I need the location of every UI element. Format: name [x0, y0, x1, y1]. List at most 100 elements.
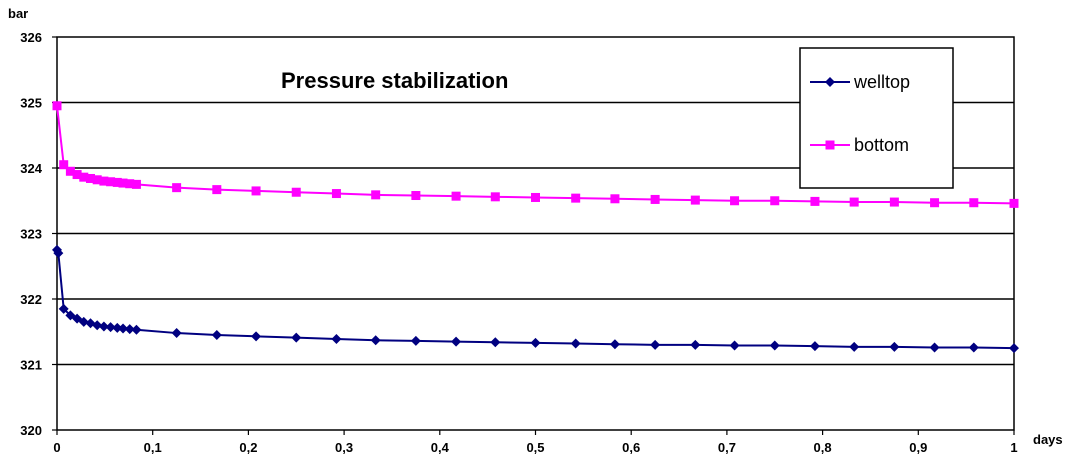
- data-point-bottom: [490, 192, 500, 202]
- x-tick-label: 0: [53, 440, 60, 455]
- data-point-welltop: [124, 324, 135, 335]
- x-tick-label: 0,6: [622, 440, 640, 455]
- data-point-welltop: [769, 340, 780, 351]
- data-point-welltop: [570, 338, 581, 349]
- legend-swatch-marker: [825, 77, 835, 87]
- data-point-bottom: [571, 193, 581, 203]
- data-point-welltop: [729, 340, 740, 351]
- y-tick-label: 326: [20, 30, 42, 45]
- data-point-welltop: [609, 339, 620, 350]
- data-point-welltop: [650, 339, 661, 350]
- data-point-bottom: [730, 196, 740, 206]
- data-point-welltop: [98, 321, 109, 332]
- data-point-welltop: [370, 335, 381, 346]
- x-tick-label: 0,7: [718, 440, 736, 455]
- y-tick-label: 322: [20, 292, 42, 307]
- data-point-welltop: [968, 342, 979, 353]
- data-point-welltop: [690, 339, 701, 350]
- data-point-bottom: [371, 190, 381, 200]
- data-point-bottom: [131, 179, 141, 189]
- legend-swatch-marker: [825, 140, 835, 150]
- data-point-bottom: [251, 186, 261, 196]
- data-point-welltop: [53, 248, 64, 259]
- series-layer: [52, 101, 1019, 354]
- legend: welltop bottom: [799, 47, 954, 189]
- data-point-bottom: [52, 101, 62, 111]
- data-point-bottom: [331, 189, 341, 199]
- x-tick-label: 1: [1010, 440, 1017, 455]
- data-point-welltop: [112, 322, 123, 333]
- data-point-welltop: [118, 323, 129, 334]
- y-axis-ticks: 320 321 322 323 324 325 326: [20, 30, 57, 438]
- data-point-bottom: [889, 197, 899, 207]
- data-point-bottom: [1009, 198, 1019, 208]
- y-tick-label: 323: [20, 227, 42, 242]
- x-tick-label: 0,5: [526, 440, 544, 455]
- x-axis-title: days: [1033, 432, 1063, 447]
- y-tick-label: 321: [20, 358, 42, 373]
- data-point-bottom: [451, 191, 461, 201]
- data-point-welltop: [451, 336, 462, 347]
- data-point-bottom: [969, 198, 979, 208]
- x-tick-label: 0,2: [239, 440, 257, 455]
- data-point-bottom: [291, 187, 301, 197]
- data-point-welltop: [889, 341, 900, 352]
- data-point-welltop: [251, 331, 262, 342]
- data-point-bottom: [112, 177, 122, 187]
- chart-title: Pressure stabilization: [281, 68, 508, 93]
- y-tick-label: 320: [20, 423, 42, 438]
- data-point-welltop: [410, 335, 421, 346]
- data-point-bottom: [610, 194, 620, 204]
- x-tick-label: 0,4: [431, 440, 450, 455]
- data-point-bottom: [411, 191, 421, 201]
- data-point-welltop: [490, 337, 501, 348]
- data-point-bottom: [810, 196, 820, 206]
- data-point-bottom: [650, 194, 660, 204]
- data-point-welltop: [171, 328, 182, 339]
- data-point-bottom: [59, 160, 69, 170]
- series-bottom: [52, 101, 1019, 208]
- data-point-bottom: [930, 198, 940, 208]
- x-tick-label: 0,3: [335, 440, 353, 455]
- data-point-welltop: [291, 332, 302, 343]
- data-point-bottom: [172, 183, 182, 193]
- x-tick-label: 0,9: [909, 440, 927, 455]
- data-point-welltop: [530, 337, 541, 348]
- data-point-welltop: [1009, 343, 1019, 354]
- y-tick-label: 324: [20, 161, 42, 176]
- data-point-welltop: [809, 341, 820, 352]
- data-point-bottom: [106, 177, 116, 187]
- data-point-bottom: [92, 175, 102, 185]
- data-point-bottom: [65, 166, 75, 176]
- data-point-bottom: [79, 172, 89, 182]
- legend-item-welltop: welltop: [810, 72, 910, 92]
- data-point-welltop: [849, 341, 860, 352]
- data-point-welltop: [131, 324, 142, 335]
- data-point-welltop: [105, 322, 116, 333]
- data-point-welltop: [211, 330, 222, 341]
- legend-item-bottom: bottom: [810, 135, 909, 155]
- series-welltop: [52, 244, 1019, 354]
- data-point-bottom: [85, 173, 95, 183]
- y-tick-label: 325: [20, 96, 42, 111]
- data-point-welltop: [331, 333, 342, 344]
- data-point-welltop: [78, 316, 89, 327]
- legend-label: welltop: [853, 72, 910, 92]
- data-point-bottom: [849, 197, 859, 207]
- x-tick-label: 0,8: [814, 440, 832, 455]
- data-point-bottom: [125, 179, 135, 189]
- data-point-bottom: [770, 196, 780, 206]
- data-point-bottom: [531, 192, 540, 202]
- legend-box: [799, 47, 954, 189]
- data-point-bottom: [118, 178, 128, 188]
- legend-items: welltop bottom: [810, 72, 910, 155]
- data-point-welltop: [92, 320, 103, 331]
- legend-label: bottom: [854, 135, 909, 155]
- data-point-welltop: [929, 342, 940, 353]
- y-axis-title: bar: [8, 6, 28, 21]
- x-tick-label: 0,1: [144, 440, 162, 455]
- data-point-bottom: [99, 176, 109, 186]
- x-axis-ticks: 0 0,1 0,2 0,3 0,4 0,5 0,6 0,7 0,8 0,9 1: [53, 430, 1018, 455]
